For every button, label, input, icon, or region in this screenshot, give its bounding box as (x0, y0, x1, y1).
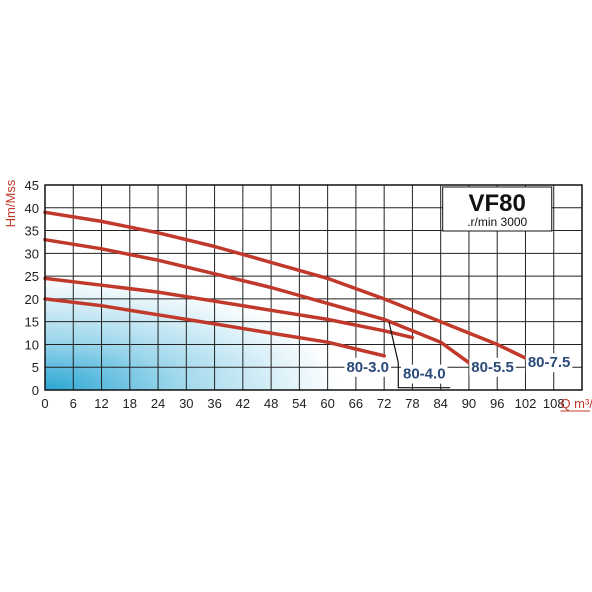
x-tick-label: 54 (292, 396, 306, 411)
series-line-80-5.5 (43, 237, 471, 365)
x-tick-label: 42 (236, 396, 250, 411)
x-tick-label: 102 (515, 396, 537, 411)
series-label-background (525, 353, 573, 373)
y-tick-label: 10 (25, 337, 39, 352)
label-connectors (388, 321, 451, 389)
y-tick-label: 5 (32, 360, 39, 375)
x-tick-label: 108 (543, 396, 565, 411)
series-label-80-4.0: 80-4.0 (403, 366, 446, 383)
y-axis-label: Hm/Mss (3, 179, 18, 227)
x-tick-label: 18 (123, 396, 137, 411)
series-lines (43, 210, 528, 365)
label-connector-80-4.0 (388, 321, 451, 389)
x-tick-label: 24 (151, 396, 165, 411)
series-label-background (344, 357, 392, 377)
x-tick-label: 6 (70, 396, 77, 411)
series-label-80-7.5: 80-7.5 (528, 354, 571, 371)
y-tick-label: 30 (25, 246, 39, 261)
x-axis-label: Q m³/h (560, 396, 592, 411)
series-label-80-3.0: 80-3.0 (346, 359, 389, 376)
x-tick-label: 60 (320, 396, 334, 411)
x-tick-label: 96 (490, 396, 504, 411)
plot-border (44, 184, 583, 391)
chart-title: VF80 (469, 190, 526, 217)
series-line-80-3.0 (43, 297, 386, 358)
y-tick-label: 40 (25, 201, 39, 216)
series-line-80-7.5 (43, 210, 528, 360)
x-tick-label: 84 (433, 396, 447, 411)
y-tick-label: 0 (32, 383, 39, 398)
y-tick-label: 25 (25, 269, 39, 284)
x-tick-label: 78 (405, 396, 419, 411)
x-tick-label: 36 (207, 396, 221, 411)
series-label-background (401, 364, 448, 384)
series-labels: 80-3.0 80-4.0 80-5.5 80-7.5 (344, 353, 573, 384)
y-tick-label: 15 (25, 315, 39, 330)
y-tick-label: 45 (25, 178, 39, 193)
x-tick-label: 12 (94, 396, 108, 411)
series-label-80-5.5: 80-5.5 (471, 359, 514, 376)
x-tick-label: 30 (179, 396, 193, 411)
x-tick-label: 48 (264, 396, 278, 411)
x-tick-label: 66 (349, 396, 363, 411)
tick-labels: 0 6 12 18 24 30 36 42 48 54 60 66 72 78 84 90 96 102 108 0 5… (25, 178, 565, 411)
x-tick-label: 90 (462, 396, 476, 411)
x-tick-label: 72 (377, 396, 391, 411)
series-line-80-4.0 (43, 276, 415, 340)
y-tick-label: 35 (25, 224, 39, 239)
x-tick-label: 0 (41, 396, 48, 411)
title-box (442, 186, 553, 232)
y-tick-label: 20 (25, 292, 39, 307)
chart-subtitle: .r/min 3000 (467, 215, 527, 229)
series-label-background (469, 357, 516, 377)
